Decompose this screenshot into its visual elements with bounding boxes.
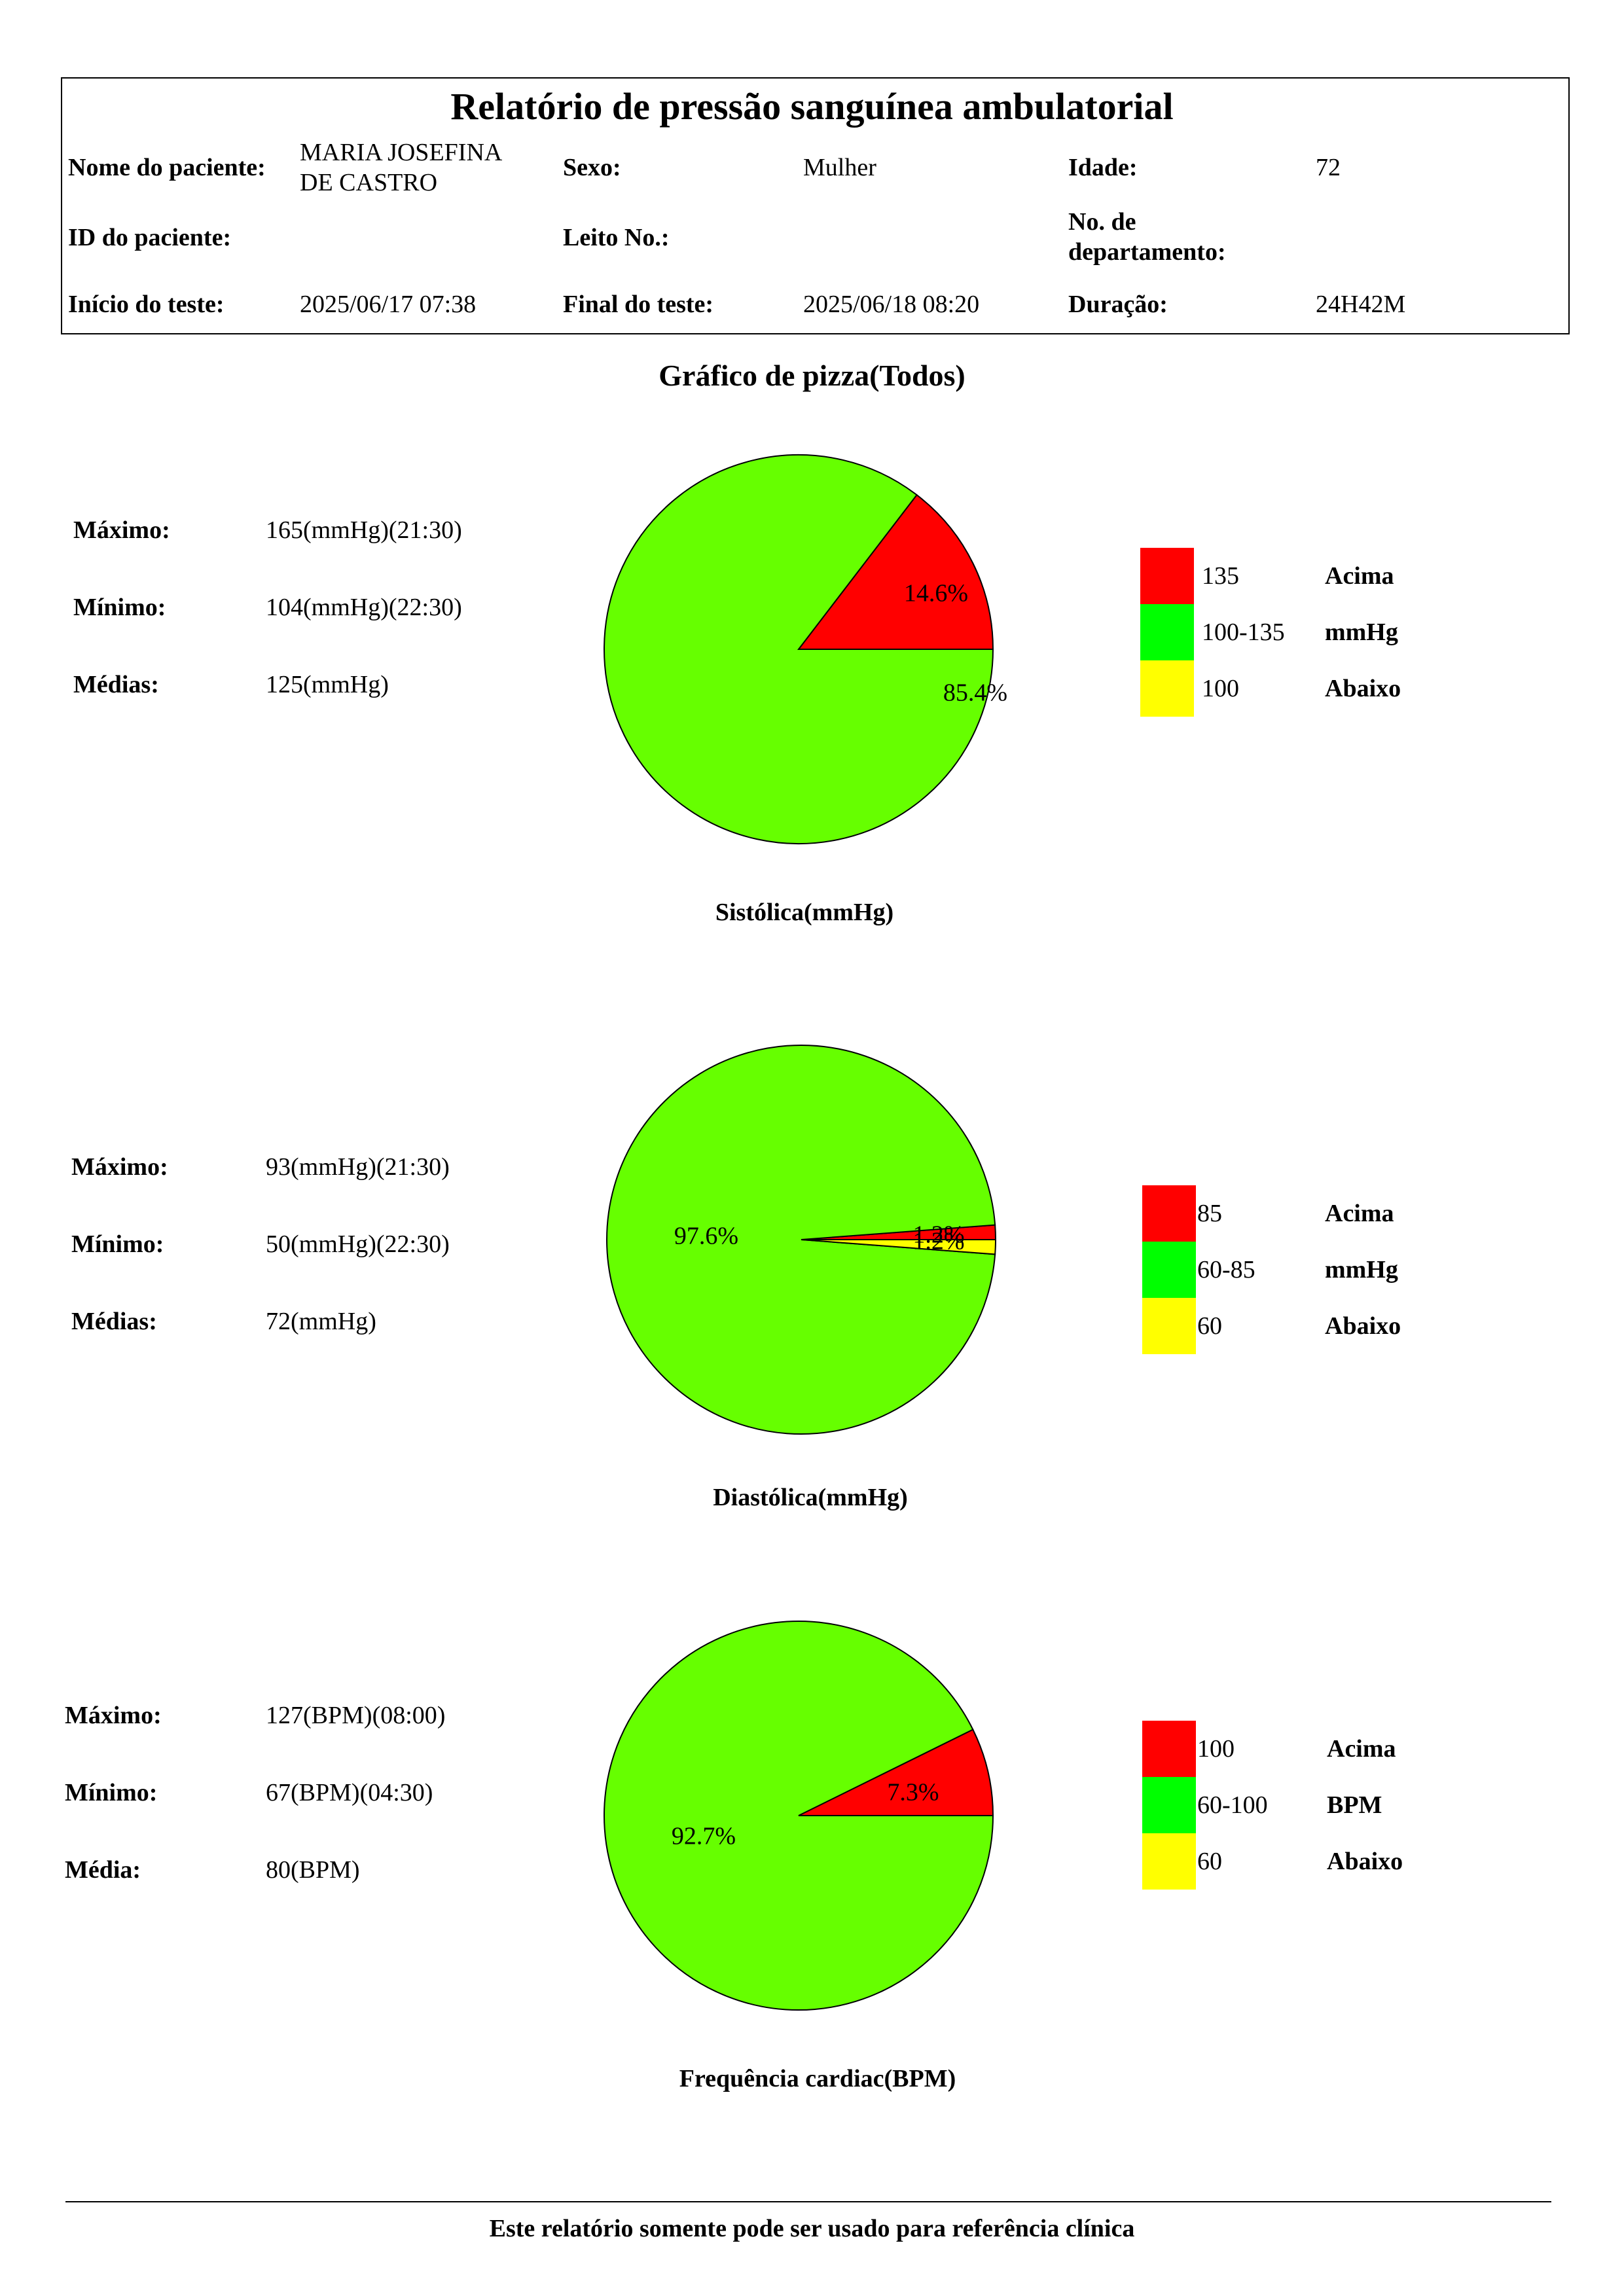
systolic-legend-below-swatch [1140,660,1194,717]
patient-id-label: ID do paciente: [68,224,232,251]
diastolic-slice-abaixo [801,1239,997,1255]
systolic-avg-label: Médias: [73,671,159,698]
heart-rate-pie-chart: 7.3% 92.7% [604,1621,994,2011]
systolic-legend-normal-range: 100-135 [1202,619,1285,646]
patient-info-box [61,77,1570,334]
systolic-legend-below-range: 100 [1202,675,1239,702]
age-value: 72 [1316,154,1341,181]
systolic-pie-chart: 14.6% 85.4% [604,454,1007,844]
heart-rate-legend-above-swatch [1142,1721,1196,1777]
heart-rate-legend-unit: BPM [1327,1791,1382,1819]
duration-value: 24H42M [1316,291,1406,318]
systolic-legend-above-swatch [1140,548,1194,604]
heart-rate-legend-normal-range: 60-100 [1197,1791,1268,1819]
test-start-label: Início do teste: [68,291,225,318]
diastolic-legend-below-range: 60 [1197,1312,1222,1340]
heart-rate-avg-value: 80(BPM) [266,1856,360,1884]
sex-label: Sexo: [563,154,621,181]
heart-rate-avg-label: Média: [65,1856,141,1884]
diastolic-legend-normal-range: 60-85 [1197,1256,1255,1283]
systolic-legend-above-note: Acima [1325,562,1394,590]
systolic-avg-value: 125(mmHg) [266,671,389,698]
systolic-slice-label-mmhg: 85.4% [943,679,1007,707]
systolic-slice-mmhg [604,454,994,844]
heart-rate-min-label: Mínimo: [65,1779,158,1806]
diastolic-chart-caption: Diastólica(mmHg) [713,1484,908,1511]
diastolic-legend-below-note: Abaixo [1325,1312,1401,1340]
diastolic-avg-value: 72(mmHg) [266,1308,376,1335]
section-title: Gráfico de pizza(Todos) [659,359,965,392]
patient-name-line2: DE CASTRO [300,169,438,196]
diastolic-max-label: Máximo: [71,1153,168,1181]
diastolic-legend-normal-swatch [1142,1242,1196,1298]
diastolic-slice-label-mmhg: 97.6% [674,1223,738,1250]
heart-rate-chart-caption: Frequência cardiac(BPM) [679,2065,956,2092]
diastolic-legend-above-swatch [1142,1185,1196,1242]
systolic-min-value: 104(mmHg)(22:30) [266,594,462,621]
heart-rate-min-value: 67(BPM)(04:30) [266,1779,433,1806]
diastolic-legend-below-swatch [1142,1298,1196,1354]
systolic-max-value: 165(mmHg)(21:30) [266,516,462,544]
heart-rate-slice-label-acima: 7.3% [887,1779,939,1806]
systolic-min-label: Mínimo: [73,594,166,621]
diastolic-min-label: Mínimo: [71,1230,164,1258]
diastolic-avg-label: Médias: [71,1308,157,1335]
heart-rate-legend-above-range: 100 [1197,1735,1235,1763]
diastolic-slice-label-abaixo: 1.2% [912,1228,964,1255]
diastolic-slice-mmhg [606,1045,996,1435]
diastolic-legend-above-range: 85 [1197,1200,1222,1227]
heart-rate-legend-normal-swatch [1142,1777,1196,1833]
footer-disclaimer: Este relatório somente pode ser usado pa… [489,2215,1135,2242]
systolic-chart-caption: Sistólica(mmHg) [715,899,894,926]
heart-rate-slice-bpm [604,1621,994,2011]
diastolic-min-value: 50(mmHg)(22:30) [266,1230,450,1258]
duration-label: Duração: [1068,291,1168,318]
age-label: Idade: [1068,154,1138,181]
systolic-legend-normal-swatch [1140,604,1194,660]
bed-label: Leito No.: [563,224,670,251]
systolic-max-label: Máximo: [73,516,170,544]
department-label-line2: departamento: [1068,238,1226,266]
diastolic-legend-above-note: Acima [1325,1200,1394,1227]
sex-value: Mulher [803,154,876,181]
test-end-value: 2025/06/18 08:20 [803,291,980,318]
diastolic-legend-unit: mmHg [1325,1256,1398,1283]
systolic-legend-below-note: Abaixo [1325,675,1401,702]
department-label-line1: No. de [1068,208,1136,236]
systolic-legend-unit: mmHg [1325,619,1398,646]
diastolic-pie-chart: 1.2% 97.6% 1.2% [606,1045,997,1435]
heart-rate-slice-acima [798,1729,994,1816]
systolic-legend-above-range: 135 [1202,562,1239,590]
heart-rate-legend-below-note: Abaixo [1327,1848,1403,1875]
heart-rate-slice-label-bpm: 92.7% [672,1823,736,1850]
footer-divider [65,2201,1551,2202]
heart-rate-max-label: Máximo: [65,1702,162,1729]
systolic-slice-acima [797,493,994,650]
heart-rate-legend-below-swatch [1142,1833,1196,1890]
heart-rate-legend-above-note: Acima [1327,1735,1396,1763]
test-start-value: 2025/06/17 07:38 [300,291,477,318]
heart-rate-max-value: 127(BPM)(08:00) [266,1702,446,1729]
heart-rate-legend-below-range: 60 [1197,1848,1222,1875]
test-end-label: Final do teste: [563,291,714,318]
patient-name-label: Nome do paciente: [68,154,266,181]
systolic-slice-label-acima: 14.6% [904,580,968,607]
diastolic-slice-label-acima: 1.2% [912,1221,964,1249]
patient-name-line1: MARIA JOSEFINA [300,139,503,166]
diastolic-max-value: 93(mmHg)(21:30) [266,1153,450,1181]
report-title: Relatório de pressão sanguínea ambulator… [450,85,1174,128]
